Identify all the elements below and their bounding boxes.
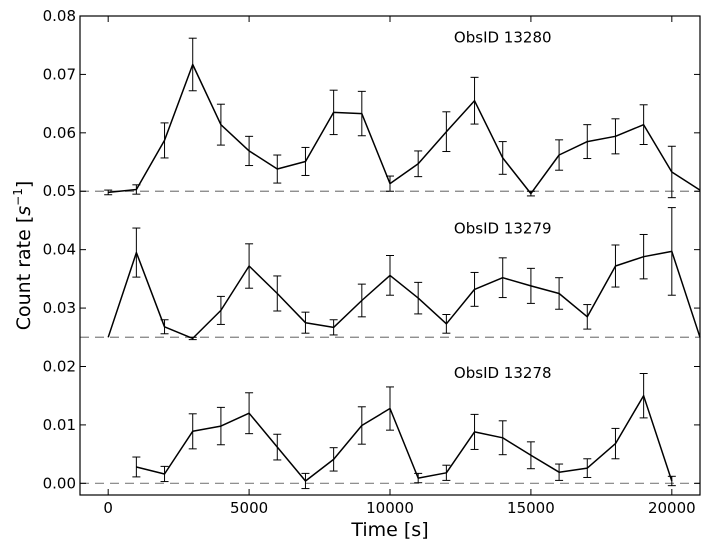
y-axis-label-unit: s bbox=[13, 206, 35, 216]
baselines bbox=[80, 190, 700, 484]
y-tick-label: 0.07 bbox=[43, 65, 76, 83]
y-tick-label: 0.00 bbox=[43, 474, 76, 492]
series-line bbox=[108, 63, 701, 195]
y-axis-label-suffix: ] bbox=[13, 181, 35, 188]
annotations: ObsID 13280 ObsID 13279 ObsID 13278 bbox=[454, 28, 552, 382]
y-tick-label: 0.04 bbox=[43, 241, 76, 259]
y-tick-label: 0.08 bbox=[43, 7, 76, 25]
x-tick-label: 0 bbox=[103, 499, 113, 517]
series-line bbox=[136, 394, 673, 482]
y-axis-label-exponent: −1 bbox=[11, 188, 25, 206]
series-layer bbox=[104, 37, 701, 490]
y-axis-label: Count rate [s−1] bbox=[11, 181, 35, 331]
series-annotation: ObsID 13278 bbox=[454, 364, 552, 382]
x-axis-ticks: 0 5000 10000 15000 20000 bbox=[103, 16, 696, 517]
y-tick-label: 0.02 bbox=[43, 357, 76, 375]
x-tick-label: 15000 bbox=[507, 499, 555, 517]
x-tick-label: 20000 bbox=[648, 499, 696, 517]
y-axis-ticks: 0.00 0.01 0.02 0.03 0.04 0.05 0.06 0.07 0.08 bbox=[43, 7, 700, 492]
y-axis-label-prefix: Count rate [ bbox=[13, 216, 35, 331]
y-tick-label: 0.06 bbox=[43, 124, 76, 142]
series-line bbox=[107, 250, 701, 340]
x-axis-label: Time [s] bbox=[350, 519, 428, 541]
y-tick-label: 0.01 bbox=[43, 416, 76, 434]
series-annotation: ObsID 13280 bbox=[454, 28, 552, 46]
x-tick-label: 5000 bbox=[230, 499, 268, 517]
x-tick-label: 10000 bbox=[366, 499, 414, 517]
y-tick-label: 0.03 bbox=[43, 299, 76, 317]
y-tick-label: 0.05 bbox=[43, 182, 76, 200]
series-annotation: ObsID 13279 bbox=[454, 219, 552, 237]
